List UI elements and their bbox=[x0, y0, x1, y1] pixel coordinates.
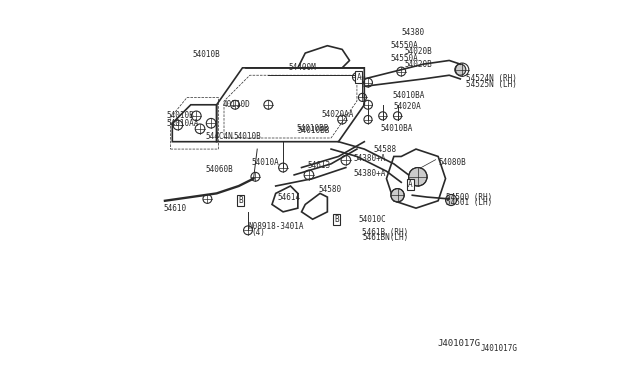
Text: 54400M: 54400M bbox=[289, 63, 316, 72]
Text: 5461BN(LH): 5461BN(LH) bbox=[362, 233, 409, 242]
Text: (4): (4) bbox=[252, 228, 266, 237]
Text: A: A bbox=[408, 180, 413, 189]
Text: J401017G: J401017G bbox=[438, 340, 481, 349]
Text: 54524N (RH): 54524N (RH) bbox=[466, 74, 516, 83]
Text: 54010B: 54010B bbox=[233, 132, 261, 141]
Text: 54020A: 54020A bbox=[394, 102, 422, 111]
Text: 54588: 54588 bbox=[374, 145, 397, 154]
Text: 54010BB: 54010BB bbox=[298, 126, 330, 135]
Text: 54380+A: 54380+A bbox=[353, 154, 386, 163]
Text: 54550A: 54550A bbox=[390, 41, 418, 50]
Text: 54080B: 54080B bbox=[438, 157, 466, 167]
Circle shape bbox=[408, 167, 427, 186]
Text: A: A bbox=[356, 73, 361, 81]
Circle shape bbox=[455, 64, 466, 75]
Text: 5461B (RH): 5461B (RH) bbox=[362, 228, 409, 237]
Text: 54010B: 54010B bbox=[167, 111, 195, 121]
Text: N08918-3401A: N08918-3401A bbox=[248, 222, 303, 231]
Text: 54525N (LH): 54525N (LH) bbox=[466, 80, 516, 89]
Text: B: B bbox=[238, 196, 243, 205]
Circle shape bbox=[391, 189, 404, 202]
Text: 54500 (RH): 54500 (RH) bbox=[445, 193, 492, 202]
Text: 54010BA: 54010BA bbox=[392, 91, 424, 100]
Circle shape bbox=[445, 195, 456, 206]
Text: 54020B: 54020B bbox=[405, 60, 433, 69]
Text: 54613: 54613 bbox=[307, 161, 330, 170]
Text: 54580: 54580 bbox=[318, 185, 341, 194]
Text: 54010C: 54010C bbox=[359, 215, 387, 224]
Text: 54010AA: 54010AA bbox=[167, 119, 199, 128]
Text: 54020B: 54020B bbox=[405, 47, 433, 56]
Text: 54380+A: 54380+A bbox=[353, 169, 386, 177]
Text: J401017G: J401017G bbox=[481, 344, 518, 353]
Text: 54614: 54614 bbox=[278, 193, 301, 202]
Text: 54010B: 54010B bbox=[193, 51, 220, 60]
Text: B: B bbox=[334, 215, 339, 224]
Text: 54010A: 54010A bbox=[252, 157, 280, 167]
Text: 54060B: 54060B bbox=[205, 165, 234, 174]
Text: 54550A: 54550A bbox=[390, 54, 418, 63]
Text: 54020AA: 54020AA bbox=[322, 109, 354, 119]
Text: 54010BB: 54010BB bbox=[296, 124, 328, 133]
Text: 54380: 54380 bbox=[401, 28, 424, 37]
Text: 544C4N: 544C4N bbox=[205, 132, 234, 141]
Text: 54501 (LH): 54501 (LH) bbox=[445, 198, 492, 207]
Text: 54010BA: 54010BA bbox=[381, 124, 413, 133]
Text: 40110D: 40110D bbox=[222, 100, 250, 109]
Text: 54610: 54610 bbox=[163, 203, 186, 213]
